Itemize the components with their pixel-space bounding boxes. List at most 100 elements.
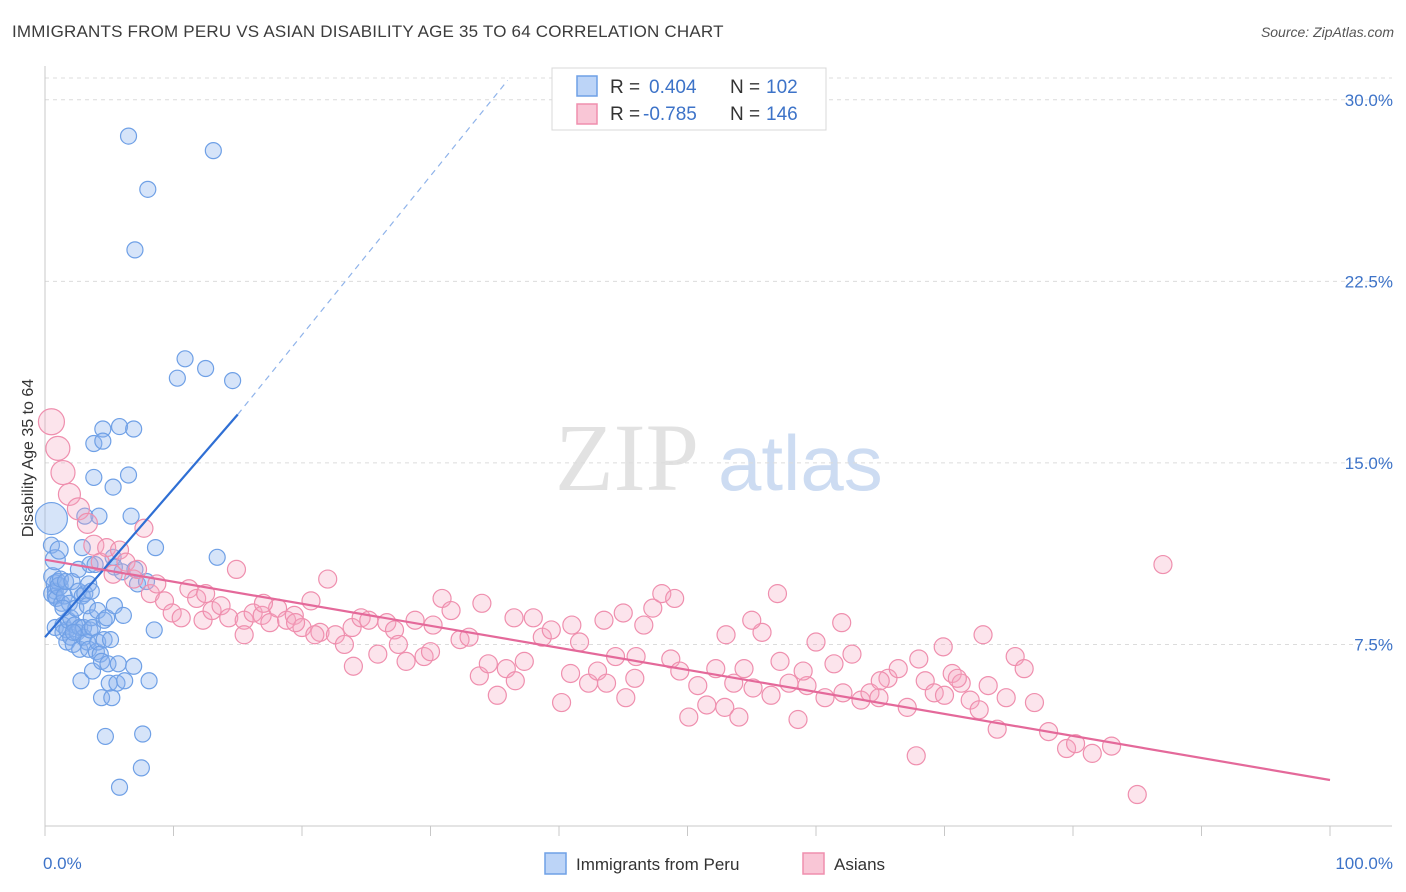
data-point <box>56 572 75 591</box>
data-point <box>176 350 194 368</box>
data-point <box>551 692 572 713</box>
data-point <box>788 709 808 730</box>
data-point <box>616 688 636 708</box>
data-point <box>305 625 325 645</box>
grid <box>45 77 1392 645</box>
data-point <box>715 697 735 717</box>
data-point <box>793 661 813 681</box>
data-point <box>405 610 425 630</box>
data-point <box>103 689 121 707</box>
data-point <box>45 435 71 461</box>
data-point <box>119 127 138 145</box>
data-point <box>110 778 129 796</box>
data-point <box>90 507 108 525</box>
data-point <box>197 359 215 378</box>
data-point <box>933 637 953 657</box>
y-tick-label: 30.0% <box>1345 91 1393 110</box>
data-point <box>541 620 561 640</box>
legend-swatch-asians <box>576 103 598 125</box>
data-point <box>679 707 699 727</box>
legend-peru-r-value: 0.404 <box>649 77 697 98</box>
data-point <box>50 459 76 486</box>
data-point <box>888 659 908 679</box>
chart-source: Source: ZipAtlas.com <box>1260 24 1394 40</box>
data-point <box>285 613 306 633</box>
data-point <box>96 727 114 746</box>
data-point <box>472 593 492 613</box>
data-point <box>596 673 617 693</box>
data-point <box>978 675 998 696</box>
data-point <box>1056 738 1077 759</box>
data-point <box>109 655 127 673</box>
tick-labels: 7.5% 15.0% 22.5% 30.0% 0.0% 100.0% <box>43 91 1393 873</box>
data-point <box>139 180 157 198</box>
legend-asians-n-label: N = <box>730 104 760 125</box>
data-point <box>126 241 144 259</box>
data-point <box>95 631 113 649</box>
data-point <box>1101 736 1122 756</box>
data-point <box>770 651 790 671</box>
trend-line-peru <box>44 413 239 638</box>
data-point <box>98 609 116 627</box>
data-point <box>478 654 498 674</box>
data-point <box>388 634 408 655</box>
data-point <box>842 644 862 664</box>
data-point <box>504 608 524 628</box>
data-point <box>569 632 590 652</box>
data-point <box>94 420 112 438</box>
data-point <box>947 668 967 688</box>
x-tick-label: 0.0% <box>43 854 82 873</box>
data-point <box>613 603 633 623</box>
data-point <box>202 600 222 621</box>
data-point <box>688 675 708 696</box>
data-point <box>761 685 781 705</box>
bottom-legend-swatch-asians <box>802 852 825 875</box>
data-point <box>171 608 191 628</box>
bottom-legend-asians: Asians <box>834 855 885 874</box>
data-point <box>85 468 103 487</box>
data-point <box>969 700 989 720</box>
legend-top: R = 0.404 N = 102 R = -0.785 N = 146 <box>551 67 827 131</box>
data-point <box>146 539 165 557</box>
data-point <box>132 759 150 777</box>
data-point <box>824 654 844 674</box>
data-point <box>909 649 929 669</box>
y-axis-label: Disability Age 35 to 64 <box>20 379 37 537</box>
data-point <box>420 642 441 662</box>
trend-line-asians <box>44 558 1331 782</box>
data-point <box>487 685 507 705</box>
legend-asians-r-value: -0.785 <box>643 104 697 125</box>
data-point <box>284 605 304 625</box>
data-point <box>49 540 69 560</box>
data-point <box>441 600 461 621</box>
data-point <box>154 591 175 611</box>
data-point <box>34 501 69 536</box>
bottom-legend-swatch-peru <box>544 852 567 875</box>
data-point <box>1153 554 1173 575</box>
data-point <box>64 623 82 641</box>
legend-peru-r-label: R = <box>610 77 640 98</box>
legend-peru-n-value: 102 <box>766 77 798 98</box>
x-tick-label: 100.0% <box>1335 854 1393 873</box>
data-point <box>334 634 355 655</box>
data-point <box>94 432 112 450</box>
data-point <box>742 610 762 630</box>
data-point <box>562 615 582 635</box>
data-point <box>832 613 852 633</box>
axes <box>44 66 1392 836</box>
data-point <box>1024 692 1045 713</box>
data-point <box>140 672 158 690</box>
data-point <box>104 478 122 496</box>
legend-asians-r-label: R = <box>610 104 640 125</box>
data-point <box>219 608 239 628</box>
data-point <box>168 369 186 387</box>
legend-swatch-peru <box>576 75 598 97</box>
data-point <box>906 746 926 766</box>
data-point <box>806 632 826 652</box>
data-point <box>76 512 99 535</box>
data-point <box>779 673 799 693</box>
data-point <box>145 621 163 639</box>
data-point <box>743 678 763 698</box>
y-tick-label: 22.5% <box>1345 272 1393 291</box>
